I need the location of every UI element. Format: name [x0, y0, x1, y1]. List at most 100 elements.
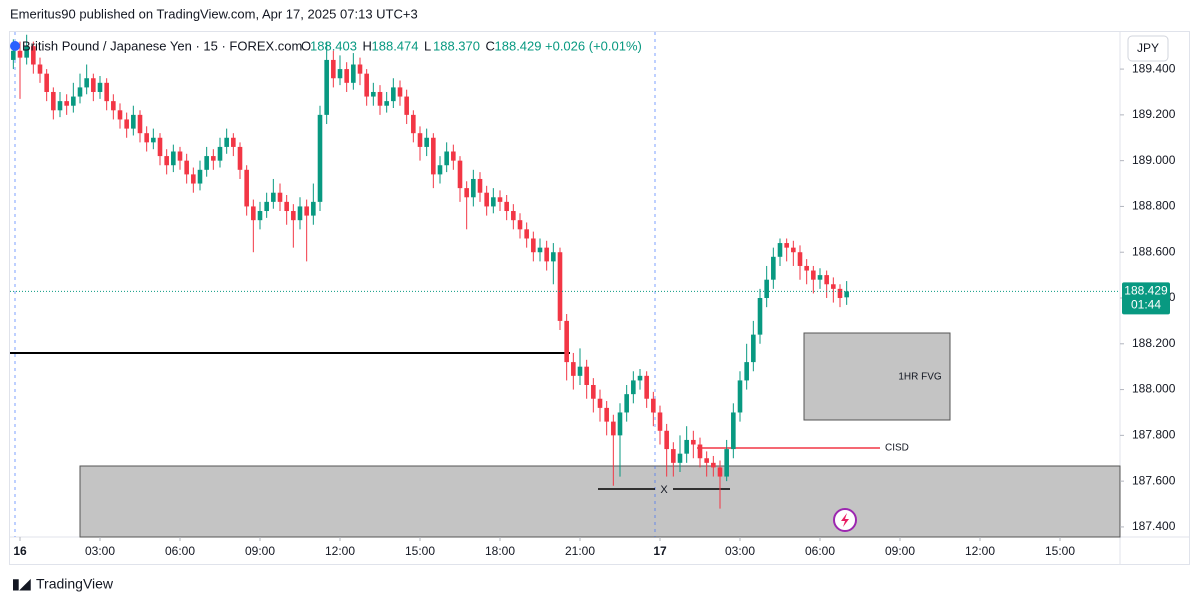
candle-body: [464, 188, 469, 198]
candle-body: [817, 275, 823, 280]
legend-key: O: [301, 38, 311, 53]
candle-body: [104, 82, 109, 102]
candle-body: [84, 78, 89, 88]
candle-body: [24, 46, 29, 58]
candle-body: [704, 458, 709, 463]
candle-body: [137, 114, 143, 134]
candle-body: [124, 119, 129, 129]
candle-body: [64, 101, 69, 106]
candle-body: [584, 366, 589, 385]
candle-body: [697, 444, 703, 459]
candle-body: [804, 265, 809, 271]
candle-body: [597, 398, 603, 408]
symbol-name: British Pound / Japanese Yen · 15 · FORE…: [22, 38, 302, 53]
candle-body: [484, 192, 489, 207]
candle-body: [191, 174, 196, 184]
x-tick-label: 09:00: [885, 544, 915, 558]
candle-body: [17, 50, 23, 58]
x-tick-label: 06:00: [165, 544, 195, 558]
candle-body: [317, 114, 323, 202]
candle-body: [644, 375, 649, 399]
candle-body: [771, 256, 776, 280]
candle-body: [764, 279, 769, 299]
x-tick-label: 03:00: [725, 544, 755, 558]
candle-body: [517, 220, 523, 230]
candle-body: [297, 206, 303, 221]
x-tick-label: 12:00: [325, 544, 355, 558]
candle-body: [831, 284, 836, 289]
fvg-label: 1HR FVG: [898, 372, 942, 383]
candle-body: [791, 247, 796, 253]
countdown: 01:44: [1131, 298, 1161, 312]
candle-body: [571, 362, 576, 376]
publisher-line: Emeritus90 published on TradingView.com,…: [10, 6, 418, 21]
candle-body: [157, 137, 163, 157]
cisd-label: CISD: [885, 443, 909, 454]
candle-body: [631, 380, 636, 395]
candle-body: [624, 394, 629, 413]
candle-body: [711, 462, 716, 468]
candle-body: [151, 137, 156, 143]
candle-body: [457, 160, 463, 189]
x-tick-label: 09:00: [245, 544, 275, 558]
y-tick-label: 187.800: [1132, 428, 1176, 442]
legend-value: 188.474: [372, 38, 419, 53]
y-tick-label: 189.000: [1132, 153, 1176, 167]
candle-body: [837, 288, 843, 299]
candle-body: [524, 229, 529, 239]
candle-body: [477, 178, 483, 193]
y-tick-label: 187.600: [1132, 473, 1176, 487]
y-tick-label: 188.800: [1132, 199, 1176, 213]
symbol-icon: [10, 41, 20, 51]
candle-body: [437, 165, 443, 175]
candle-body: [337, 69, 343, 79]
x-tick-label: 12:00: [965, 544, 995, 558]
x-tick-label: 16: [13, 544, 27, 558]
candle-body: [444, 151, 449, 166]
tv-logo-text: TradingView: [36, 576, 114, 592]
candle-body: [237, 146, 243, 170]
legend-key: L: [424, 38, 431, 53]
demand-zone: [79, 465, 1121, 538]
candle-body: [244, 169, 249, 207]
candle-body: [97, 82, 103, 92]
alert-icon-bolt: [841, 513, 849, 527]
candle-body: [377, 91, 383, 106]
candle-body: [577, 366, 583, 376]
y-tick-label: 188.600: [1132, 244, 1176, 258]
candle-body: [664, 430, 669, 450]
candle-body: [231, 137, 236, 147]
candle-body: [397, 87, 403, 97]
candle-body: [91, 78, 96, 92]
x-tick-label: 15:00: [1045, 544, 1075, 558]
candle-body: [224, 137, 229, 147]
candle-body: [391, 87, 396, 102]
candle-body: [271, 192, 276, 202]
candle-body: [111, 101, 116, 111]
candle-body: [277, 192, 283, 202]
fvg-box: [803, 332, 951, 421]
candle-body: [217, 146, 223, 161]
candle-body: [777, 243, 783, 257]
candle-body: [844, 291, 849, 298]
candle-body: [551, 252, 556, 262]
candle-body: [757, 298, 763, 335]
candle-body: [611, 421, 616, 436]
candle-body: [744, 362, 749, 381]
candle-body: [364, 73, 369, 97]
candle-body: [691, 439, 696, 445]
candle-body: [164, 156, 169, 166]
y-tick-label: 188.000: [1132, 382, 1176, 396]
candle-body: [37, 64, 43, 74]
x-tick-label: 17: [653, 544, 667, 558]
change: +0.026 (+0.01%): [545, 38, 642, 53]
candle-body: [257, 211, 263, 221]
candle-body: [211, 156, 216, 161]
candle-body: [77, 87, 83, 97]
x-tick-label: 18:00: [485, 544, 515, 558]
candle-body: [811, 270, 816, 280]
last-price-box: [1122, 282, 1170, 315]
candle-body: [617, 412, 623, 436]
currency-button[interactable]: [1127, 35, 1169, 62]
